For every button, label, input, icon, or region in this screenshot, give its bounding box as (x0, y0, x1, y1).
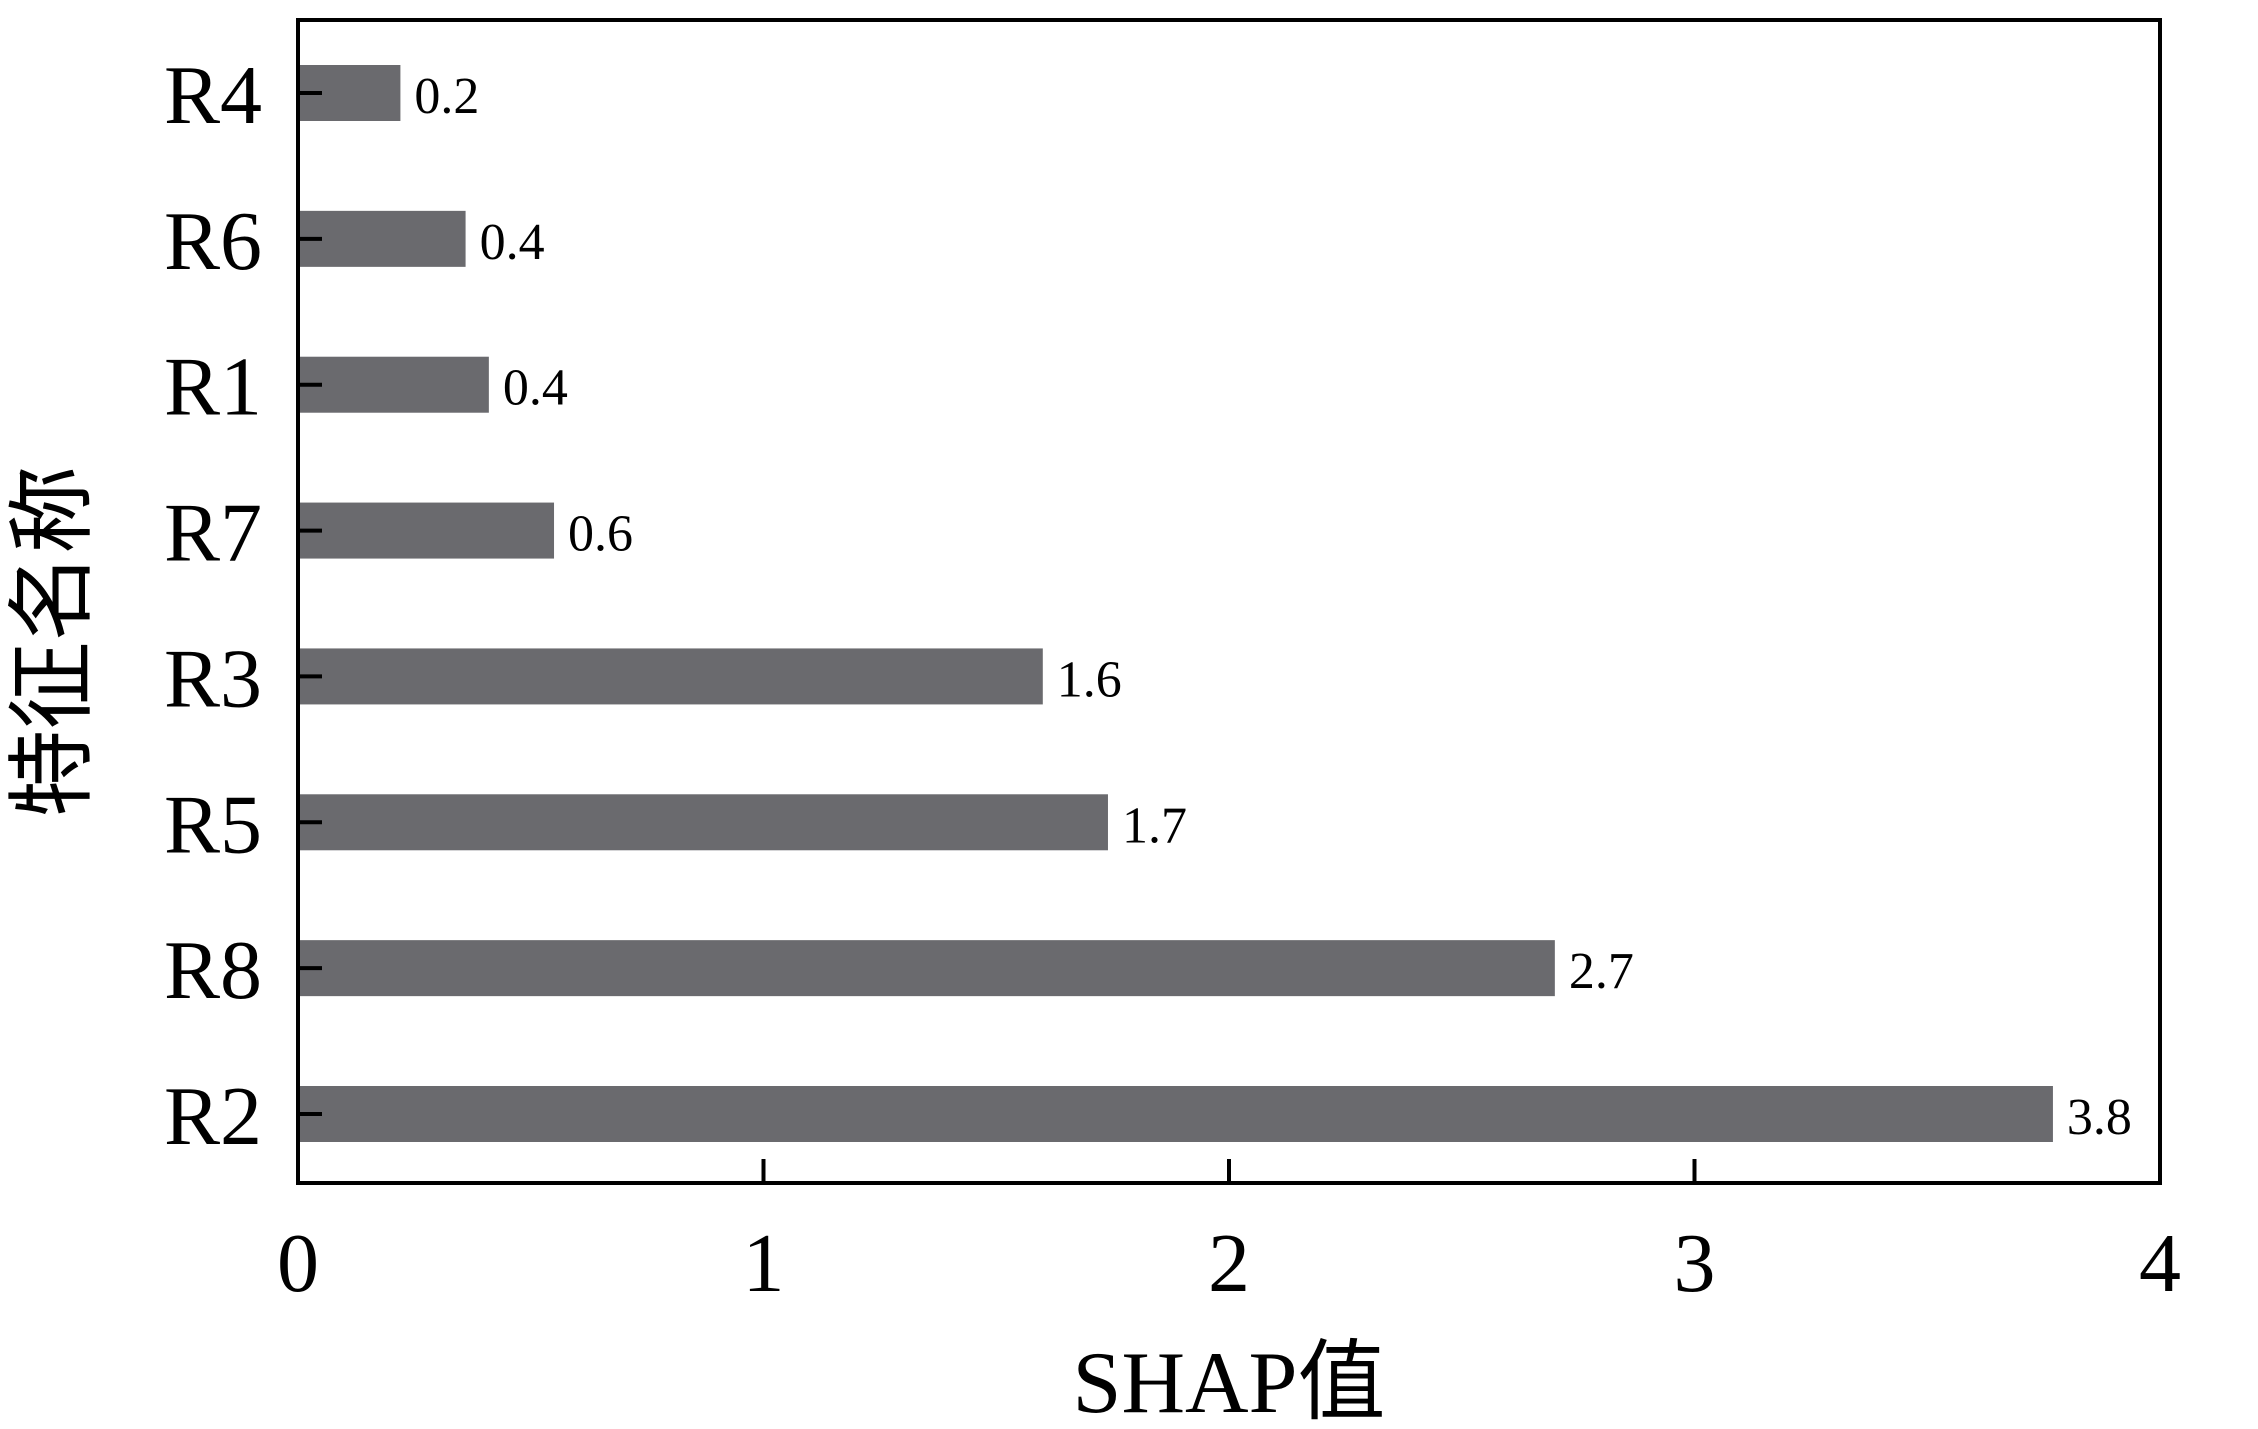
data-label-r6: 0.4 (480, 214, 545, 271)
data-label-r4: 0.2 (414, 68, 479, 125)
bar-r7 (298, 502, 555, 559)
data-label-r1: 0.4 (503, 360, 568, 417)
bars-layer (298, 65, 2053, 1142)
data-label-r2: 3.8 (2067, 1089, 2132, 1146)
data-label-r8: 2.7 (1569, 943, 1634, 1000)
data-label-r3: 1.6 (1057, 651, 1122, 708)
bar-r6 (298, 210, 466, 267)
x-axis-title: SHAP值 (1073, 1335, 1386, 1424)
bar-r8 (298, 940, 1555, 997)
category-label-r2: R2 (164, 1070, 262, 1163)
data-label-r5: 1.7 (1122, 797, 1187, 854)
ticks-layer (298, 91, 1697, 1183)
category-label-r6: R6 (164, 195, 262, 288)
y-axis-title: 特征名称 (6, 465, 103, 817)
category-label-r1: R1 (164, 341, 262, 434)
bar-r5 (298, 794, 1108, 851)
category-label-r4: R4 (164, 49, 262, 142)
x-tick-label: 0 (277, 1217, 319, 1310)
bar-r1 (298, 356, 489, 413)
x-tick-label: 4 (2139, 1217, 2181, 1310)
category-label-r5: R5 (164, 778, 262, 871)
category-label-r3: R3 (164, 632, 262, 725)
bar-r3 (298, 648, 1043, 705)
category-label-r7: R7 (164, 487, 262, 580)
labels-layer: R4 0.2 R6 0.4 R1 0.4 R7 0.6 R3 1.6 R5 1.7 R8 2.7 R2 3.8… (164, 49, 2181, 1310)
x-tick-label: 2 (1208, 1217, 1250, 1310)
x-tick-label: 1 (743, 1217, 785, 1310)
plot-frame (296, 18, 2162, 1185)
data-label-r7: 0.6 (568, 506, 633, 563)
category-label-r8: R8 (164, 924, 262, 1017)
bar-r2 (298, 1086, 2053, 1142)
x-tick-label: 3 (1674, 1217, 1716, 1310)
